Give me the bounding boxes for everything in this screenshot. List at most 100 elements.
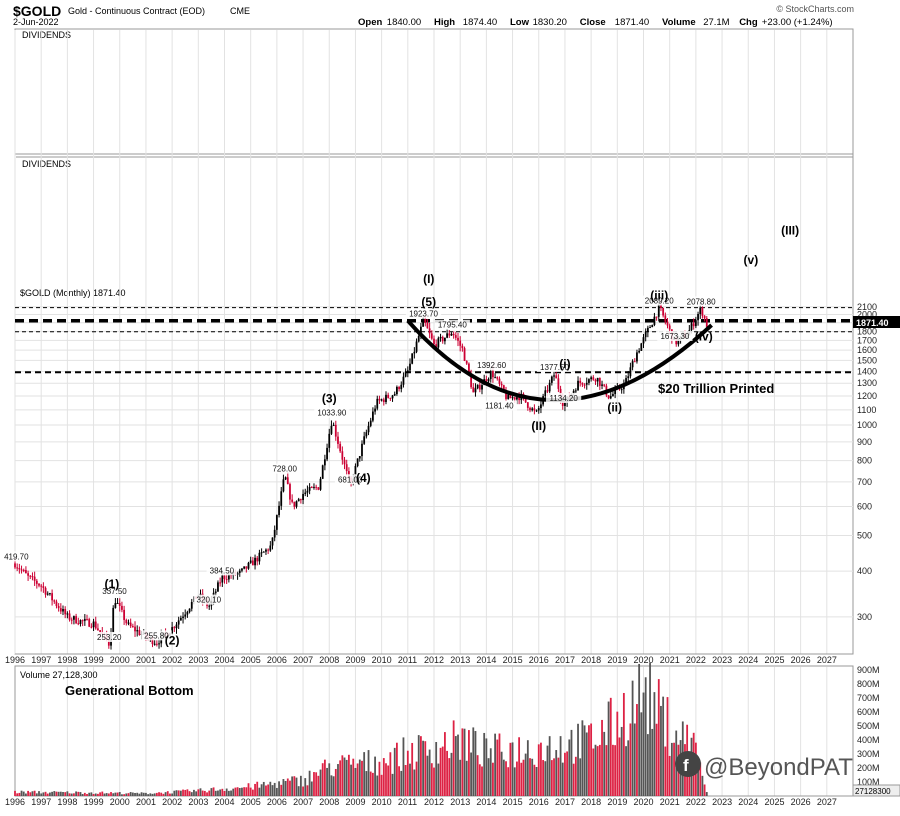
- candle-body: [66, 613, 69, 615]
- year-tick: 2012: [424, 655, 444, 665]
- volume-bar: [103, 793, 106, 796]
- candle-body: [265, 549, 267, 552]
- volume-bar: [251, 789, 254, 796]
- volume-bar: [651, 728, 654, 796]
- candle-body: [376, 398, 379, 409]
- volume-tag: [852, 784, 900, 797]
- price-tick: 1800: [857, 326, 877, 336]
- volume-bar: [481, 766, 483, 796]
- year-tick: 2009: [345, 797, 365, 807]
- candle-body: [171, 627, 174, 634]
- annotation-bg: [269, 463, 301, 474]
- volume-bar: [500, 751, 503, 796]
- year-tick: 2015: [503, 797, 523, 807]
- volume-bar: [179, 790, 182, 796]
- volume-bar: [86, 793, 88, 796]
- annotation-bg: [405, 308, 442, 319]
- volume-bar: [129, 792, 132, 796]
- year-tick: 2011: [398, 655, 417, 665]
- year-tick: 2017: [555, 797, 575, 807]
- volume-bar: [622, 692, 625, 796]
- volume-bar: [155, 792, 158, 796]
- candle-body: [77, 623, 80, 625]
- volume-bar: [703, 784, 706, 796]
- price-tick: 1200: [857, 391, 877, 401]
- volume-bar: [588, 725, 590, 796]
- volume-bar: [217, 790, 219, 796]
- candle-body: [699, 307, 702, 315]
- volume-bar: [542, 760, 545, 796]
- candle-body: [627, 376, 630, 379]
- volume-bar: [581, 720, 584, 796]
- volume-bar: [206, 792, 208, 796]
- volume-bar: [267, 784, 270, 796]
- volume-bar: [171, 793, 174, 796]
- volume-bar: [657, 679, 660, 796]
- candle-body: [227, 574, 230, 580]
- volume-bar: [356, 763, 359, 796]
- candle-body: [629, 367, 632, 377]
- candle-body: [415, 341, 418, 352]
- volume-bar: [140, 792, 143, 796]
- candle-body: [49, 593, 51, 595]
- volume-bar: [378, 761, 381, 796]
- volume-bar: [389, 752, 392, 796]
- candle-body: [644, 332, 647, 338]
- ohlc-value: 27.1M: [703, 17, 729, 28]
- volume-bar: [380, 774, 383, 796]
- volume-bar: [393, 747, 396, 796]
- volume-bar: [404, 764, 407, 796]
- candle-body: [310, 487, 313, 489]
- year-tick: 2018: [581, 655, 601, 665]
- annotation-bg: [334, 474, 366, 485]
- ohlc-value: 1830.20: [533, 17, 567, 28]
- candle-body: [315, 486, 318, 488]
- year-tick: 2021: [660, 655, 680, 665]
- dividends-label-2: DIVIDENDS: [22, 159, 71, 169]
- volume-bar: [461, 728, 464, 796]
- volume-bar: [387, 765, 390, 796]
- annotation-bg: [206, 565, 238, 576]
- candle-body: [579, 380, 582, 383]
- candle-body: [29, 575, 32, 577]
- candle-body: [417, 335, 420, 342]
- year-tick: 2011: [398, 797, 417, 807]
- volume-bar: [376, 775, 379, 796]
- candle-body: [636, 352, 638, 362]
- year-tick: 2010: [372, 655, 392, 665]
- volume-bar: [302, 786, 304, 796]
- price-annotation: 1795.40: [438, 321, 467, 330]
- candle-body: [454, 335, 457, 338]
- candle-body: [358, 456, 361, 459]
- candle-body: [107, 640, 110, 646]
- volume-bar: [533, 764, 536, 796]
- wave-label: (I): [423, 272, 434, 286]
- candle-body: [668, 325, 671, 330]
- volume-bar: [173, 790, 176, 796]
- volume-bar: [112, 793, 115, 796]
- candle-body: [690, 323, 693, 331]
- volume-bar: [550, 760, 553, 796]
- candle-body: [513, 397, 516, 400]
- price-tick: 900: [857, 437, 872, 447]
- candle-body: [42, 586, 45, 588]
- candle-body: [175, 624, 178, 629]
- candle-body: [278, 505, 280, 516]
- price-annotation: 1181.40: [485, 401, 514, 410]
- wave-label: (4): [356, 471, 371, 485]
- year-tick: 2012: [424, 797, 444, 807]
- candle-body: [441, 336, 444, 342]
- candle-body: [694, 320, 697, 327]
- volume-bar: [470, 752, 472, 796]
- volume-bar: [232, 788, 235, 796]
- volume-bar: [114, 792, 117, 796]
- candle-body: [249, 560, 252, 563]
- volume-bar: [343, 757, 346, 796]
- volume-bar: [585, 732, 588, 796]
- volume-bar: [644, 677, 647, 796]
- candle-body: [487, 379, 490, 382]
- volume-bar: [428, 749, 431, 796]
- candle-body: [68, 613, 71, 620]
- candle-body: [328, 433, 331, 448]
- volume-bar: [42, 792, 45, 796]
